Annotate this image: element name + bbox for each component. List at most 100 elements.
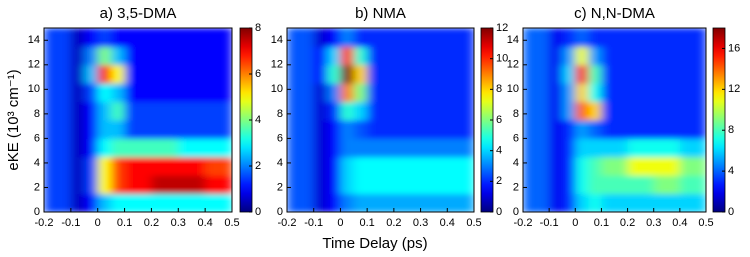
heatmap-cell — [313, 83, 328, 103]
y-tick-label: 8 — [34, 108, 40, 120]
x-tick-label: 0.5 — [698, 217, 713, 229]
heatmap-cell — [97, 46, 112, 66]
heatmap-cell — [84, 101, 99, 121]
heatmap-cell — [97, 120, 112, 139]
heatmap-cell — [549, 193, 563, 212]
heatmap-cell — [562, 101, 576, 121]
colorbar-tick-label: 4 — [255, 114, 261, 126]
x-tick-label: 0.2 — [386, 217, 401, 229]
heatmap-cell — [447, 120, 474, 139]
heatmap-cell — [588, 64, 602, 84]
y-tick-label: 2 — [34, 181, 40, 193]
x-tick-label: 0.1 — [594, 217, 609, 229]
y-tick-label: 12 — [28, 59, 40, 71]
y-tick-label: 6 — [277, 132, 283, 144]
x-tick-label: 0.5 — [224, 217, 239, 229]
heatmap-cell — [340, 101, 355, 121]
panel-title: b) NMA — [355, 5, 406, 22]
heatmap-cell — [627, 101, 655, 121]
heatmap-cell — [447, 46, 474, 66]
heatmap-cell — [562, 120, 576, 139]
x-tick-label: -0.1 — [61, 217, 80, 229]
heatmap-cell — [562, 46, 576, 66]
heatmap-cell — [84, 175, 99, 195]
colorbar-tick-label: 8 — [496, 83, 502, 95]
heatmap-cell — [549, 138, 563, 158]
heatmap-cell — [353, 193, 368, 212]
heatmap-cell — [205, 193, 232, 212]
heatmap-cell — [44, 101, 72, 121]
heatmap-cell — [393, 28, 422, 47]
y-tick-label: 0 — [277, 206, 283, 218]
heatmap-cell — [653, 64, 681, 84]
heatmap-cell — [84, 83, 99, 103]
heatmap-cell — [124, 193, 152, 212]
colorbar-tick-label: 2 — [496, 175, 502, 187]
y-tick-label: 6 — [34, 132, 40, 144]
heatmap-cell — [84, 156, 99, 176]
heatmap-cell — [44, 64, 72, 84]
heatmap-cell — [287, 28, 315, 47]
heatmap-cell — [679, 175, 706, 195]
heatmap-cell — [653, 156, 681, 176]
heatmap-cells — [44, 28, 232, 212]
heatmap-cell — [367, 193, 395, 212]
heatmap-cell — [523, 138, 550, 158]
heatmap-cell — [44, 28, 72, 47]
heatmap-cell — [340, 193, 355, 212]
panel-title: c) N,N-DMA — [574, 5, 655, 22]
heatmap-cell — [111, 120, 126, 139]
heatmap-cell — [588, 175, 602, 195]
y-tick-label: 12 — [271, 59, 283, 71]
heatmap-cell — [287, 64, 315, 84]
heatmap-cell — [70, 193, 85, 212]
heatmap-cell — [575, 175, 589, 195]
heatmap-cell — [588, 46, 602, 66]
heatmap-cell — [588, 120, 602, 139]
x-tick-label: -0.2 — [35, 217, 54, 229]
heatmap-cell — [549, 156, 563, 176]
heatmap-cell — [340, 64, 355, 84]
heatmap-cell — [111, 28, 126, 47]
heatmap-cell — [447, 138, 474, 158]
heatmap-cell — [575, 138, 589, 158]
heatmap-cell — [151, 83, 179, 103]
heatmap-cell — [327, 83, 341, 103]
heatmap-cell — [287, 175, 315, 195]
heatmap-cell — [70, 175, 85, 195]
heatmap-cell — [340, 120, 355, 139]
heatmap-cell — [353, 46, 368, 66]
heatmap-cell — [653, 138, 681, 158]
heatmap-cell — [562, 193, 576, 212]
heatmap-cell — [70, 64, 85, 84]
panel-title: a) 3,5-DMA — [100, 5, 177, 22]
heatmap-cell — [523, 175, 550, 195]
heatmap-cell — [393, 175, 422, 195]
heatmap-cell — [562, 83, 576, 103]
heatmap-cell — [124, 28, 152, 47]
heatmap-cell — [393, 64, 422, 84]
heatmap-cell — [353, 138, 368, 158]
heatmap-cell — [124, 46, 152, 66]
x-tick-label: 0.3 — [413, 217, 428, 229]
heatmap-cell — [287, 83, 315, 103]
heatmap-cell — [575, 120, 589, 139]
colorbar — [712, 27, 726, 213]
heatmap-cell — [70, 101, 85, 121]
heatmap-cell — [327, 28, 341, 47]
y-tick-label: 10 — [28, 83, 40, 95]
heatmap-cell — [627, 175, 655, 195]
heatmap-cell — [353, 101, 368, 121]
heatmap-cell — [151, 120, 179, 139]
heatmap-cell — [367, 46, 395, 66]
heatmap-cell — [70, 46, 85, 66]
heatmap-cell — [447, 175, 474, 195]
heatmap-cell — [588, 101, 602, 121]
heatmap-blur — [287, 28, 474, 212]
colorbar-tick-label: 4 — [728, 165, 734, 177]
heatmap-cell — [353, 28, 368, 47]
heatmap-cell — [84, 28, 99, 47]
heatmap-cell — [97, 175, 112, 195]
heatmap-cells — [287, 28, 474, 212]
heatmap-cell — [124, 101, 152, 121]
